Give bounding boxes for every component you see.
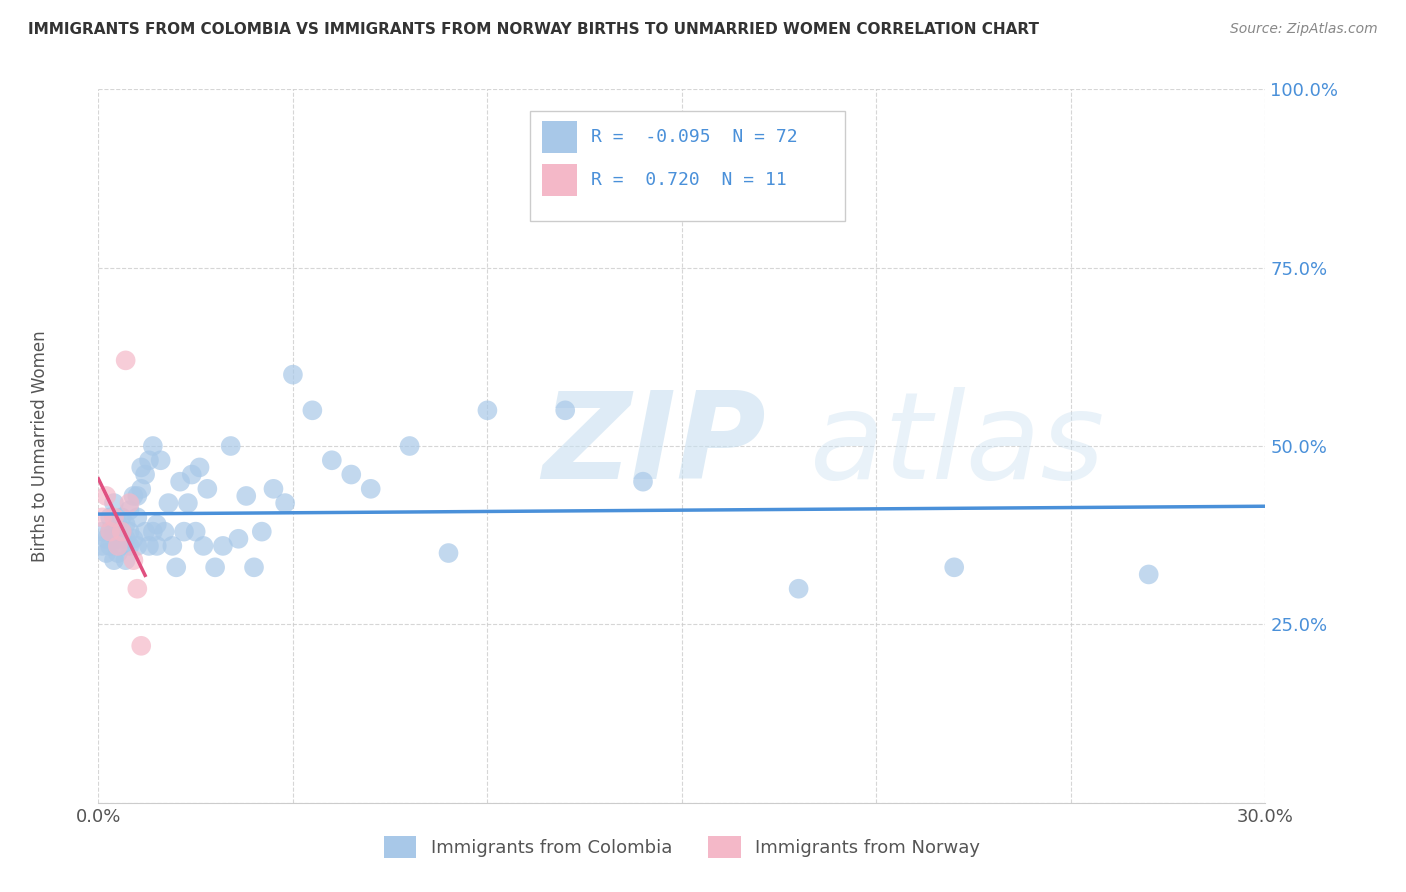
Point: [103, 553, 125, 567]
Point: [122, 489, 145, 503]
Point: [114, 517, 136, 532]
Point: [340, 467, 363, 482]
Point: [301, 403, 323, 417]
Point: [184, 524, 207, 539]
Point: [91, 524, 114, 539]
Point: [91, 539, 114, 553]
Point: [162, 539, 184, 553]
Point: [180, 467, 202, 482]
Point: [111, 539, 134, 553]
Point: [127, 539, 149, 553]
Point: [118, 496, 141, 510]
Point: [122, 532, 145, 546]
Point: [122, 553, 145, 567]
Point: [146, 517, 169, 532]
Point: [98, 524, 121, 539]
Point: [188, 460, 211, 475]
Text: ZIP: ZIP: [541, 387, 766, 505]
Point: [134, 524, 156, 539]
Point: [142, 524, 165, 539]
Point: [281, 368, 304, 382]
Point: [212, 539, 235, 553]
Point: [193, 539, 215, 553]
FancyBboxPatch shape: [530, 111, 845, 221]
Point: [98, 524, 121, 539]
Point: [98, 510, 121, 524]
Point: [437, 546, 460, 560]
Point: [107, 539, 129, 553]
Point: [107, 532, 129, 546]
Point: [228, 532, 250, 546]
Point: [142, 439, 165, 453]
Point: [103, 496, 125, 510]
Point: [149, 453, 172, 467]
Text: R =  -0.095  N = 72: R = -0.095 N = 72: [591, 128, 797, 146]
Point: [243, 560, 266, 574]
Point: [103, 524, 125, 539]
Point: [943, 560, 966, 574]
Point: [398, 439, 420, 453]
Point: [114, 553, 136, 567]
Point: [165, 560, 187, 574]
Point: [138, 453, 160, 467]
Bar: [541, 164, 576, 196]
Point: [118, 524, 141, 539]
Text: atlas: atlas: [810, 387, 1105, 505]
Point: [631, 475, 654, 489]
Point: [274, 496, 297, 510]
Point: [118, 539, 141, 553]
Point: [107, 517, 129, 532]
Point: [111, 524, 134, 539]
Point: [235, 489, 257, 503]
Point: [96, 489, 118, 503]
Point: [787, 582, 810, 596]
Legend: Immigrants from Colombia, Immigrants from Norway: Immigrants from Colombia, Immigrants fro…: [377, 829, 987, 865]
Point: [107, 546, 129, 560]
Point: [195, 482, 218, 496]
Point: [111, 524, 134, 539]
Point: [129, 639, 152, 653]
Point: [127, 582, 149, 596]
Point: [134, 467, 156, 482]
Point: [554, 403, 576, 417]
Text: IMMIGRANTS FROM COLOMBIA VS IMMIGRANTS FROM NORWAY BIRTHS TO UNMARRIED WOMEN COR: IMMIGRANTS FROM COLOMBIA VS IMMIGRANTS F…: [28, 22, 1039, 37]
Point: [103, 510, 125, 524]
Point: [127, 510, 149, 524]
Point: [129, 482, 152, 496]
Point: [177, 496, 200, 510]
Point: [96, 546, 118, 560]
Point: [153, 524, 176, 539]
Point: [262, 482, 284, 496]
Point: [321, 453, 343, 467]
Point: [173, 524, 195, 539]
Point: [204, 560, 226, 574]
Point: [250, 524, 273, 539]
Point: [114, 353, 136, 368]
Point: [146, 539, 169, 553]
Point: [138, 539, 160, 553]
Point: [118, 503, 141, 517]
Text: R =  0.720  N = 11: R = 0.720 N = 11: [591, 171, 786, 189]
Point: [129, 460, 152, 475]
Point: [96, 532, 118, 546]
Text: Births to Unmarried Women: Births to Unmarried Women: [31, 330, 49, 562]
Point: [1137, 567, 1160, 582]
Point: [157, 496, 180, 510]
Point: [127, 489, 149, 503]
Point: [169, 475, 191, 489]
Text: Source: ZipAtlas.com: Source: ZipAtlas.com: [1230, 22, 1378, 37]
Point: [98, 539, 121, 553]
Bar: [541, 121, 576, 153]
Point: [111, 510, 134, 524]
Point: [219, 439, 242, 453]
Point: [114, 532, 136, 546]
Point: [91, 510, 114, 524]
Point: [360, 482, 382, 496]
Point: [477, 403, 499, 417]
